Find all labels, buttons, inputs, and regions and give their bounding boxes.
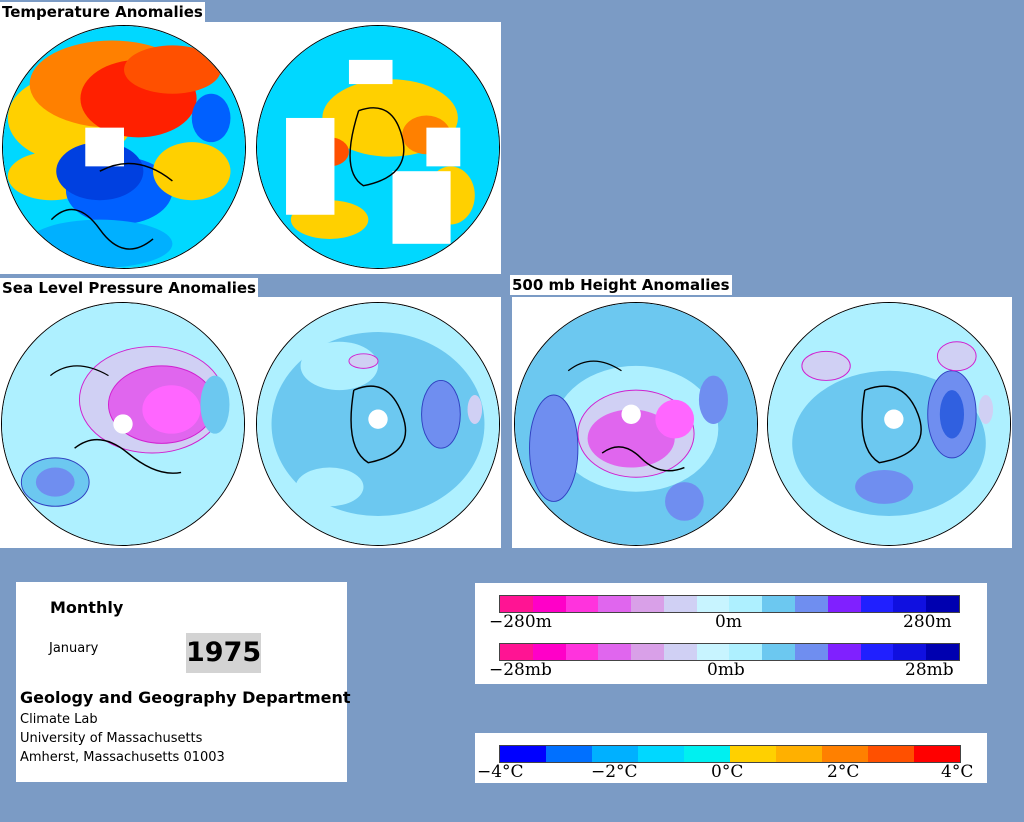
legend_pressure-swatch-4 [631, 644, 664, 660]
pressure-tick-min: −28mb [489, 660, 552, 680]
legend_pressure-swatch-0 [500, 644, 533, 660]
legend_height-swatch-10 [827, 596, 861, 612]
legend_pressure-swatch-2 [565, 644, 599, 660]
legend_temperature-swatch-0 [500, 746, 546, 762]
height-globe-north [514, 302, 758, 546]
legend_temperature-swatch-4 [684, 746, 730, 762]
height-title: 500 mb Height Anomalies [510, 275, 732, 295]
height-globe-south [767, 302, 1011, 546]
legend_temperature-swatch-9 [914, 746, 960, 762]
pressure-colorbar [499, 643, 960, 661]
pressure-tick-zero: 0mb [707, 660, 745, 680]
slp-globe-north [1, 302, 245, 546]
legend_temperature-swatch-5 [730, 746, 776, 762]
anomaly-legend-box: −280m 0m 280m −28mb 0mb 28mb [475, 583, 987, 684]
legend_height-swatch-11 [860, 596, 894, 612]
legend_temperature-swatch-8 [868, 746, 914, 762]
month-label: January [49, 641, 99, 656]
legend_pressure-swatch-11 [860, 644, 894, 660]
address: Amherst, Massachusetts 01003 [20, 750, 225, 765]
temperature-colorbar [499, 745, 961, 763]
pressure-tick-max: 28mb [905, 660, 954, 680]
lab-name: Climate Lab [20, 712, 98, 727]
temp-tick-zero: 0°C [711, 762, 744, 782]
legend_temperature-swatch-1 [546, 746, 592, 762]
legend_height-swatch-7 [729, 596, 763, 612]
temperature-title: Temperature Anomalies [0, 2, 205, 22]
legend_pressure-swatch-7 [729, 644, 763, 660]
legend_pressure-swatch-3 [598, 644, 632, 660]
legend_height-swatch-0 [500, 596, 533, 612]
legend_pressure-swatch-13 [926, 644, 959, 660]
legend_pressure-swatch-8 [762, 644, 796, 660]
slp-title: Sea Level Pressure Anomalies [0, 278, 258, 298]
legend_height-swatch-9 [795, 596, 828, 612]
legend_temperature-swatch-7 [822, 746, 868, 762]
legend_height-swatch-3 [598, 596, 632, 612]
legend_temperature-swatch-2 [592, 746, 638, 762]
temperature-globe-south [256, 25, 500, 269]
temperature-globe-north [2, 25, 246, 269]
legend_pressure-swatch-9 [795, 644, 828, 660]
legend_pressure-swatch-10 [827, 644, 861, 660]
year-display: 1975 [186, 633, 261, 673]
temp-tick-minus4: −4°C [477, 762, 524, 782]
legend_height-swatch-6 [696, 596, 730, 612]
info-box: Monthly January 1975 Geology and Geograp… [16, 582, 351, 782]
height-tick-zero: 0m [715, 612, 742, 632]
temp-tick-minus2: −2°C [591, 762, 638, 782]
legend_height-swatch-13 [926, 596, 959, 612]
temp-tick-plus2: 2°C [827, 762, 860, 782]
legend_height-swatch-1 [532, 596, 566, 612]
legend_temperature-swatch-6 [776, 746, 822, 762]
legend_pressure-swatch-5 [663, 644, 697, 660]
legend_height-swatch-8 [762, 596, 796, 612]
height-colorbar [499, 595, 960, 613]
temp-tick-plus4: 4°C [941, 762, 974, 782]
slp-globe-south [256, 302, 500, 546]
legend_height-swatch-4 [631, 596, 664, 612]
height-tick-min: −280m [489, 612, 552, 632]
legend_height-swatch-5 [663, 596, 697, 612]
legend_pressure-swatch-6 [696, 644, 730, 660]
department-name: Geology and Geography Department [20, 688, 351, 707]
temperature-legend-box: −4°C −2°C 0°C 2°C 4°C [475, 733, 987, 783]
legend_height-swatch-2 [565, 596, 599, 612]
legend_height-swatch-12 [893, 596, 927, 612]
university-name: University of Massachusetts [20, 731, 203, 746]
period-label: Monthly [50, 598, 124, 617]
legend_pressure-swatch-1 [532, 644, 566, 660]
legend_temperature-swatch-3 [638, 746, 684, 762]
height-tick-max: 280m [903, 612, 952, 632]
legend_pressure-swatch-12 [893, 644, 927, 660]
